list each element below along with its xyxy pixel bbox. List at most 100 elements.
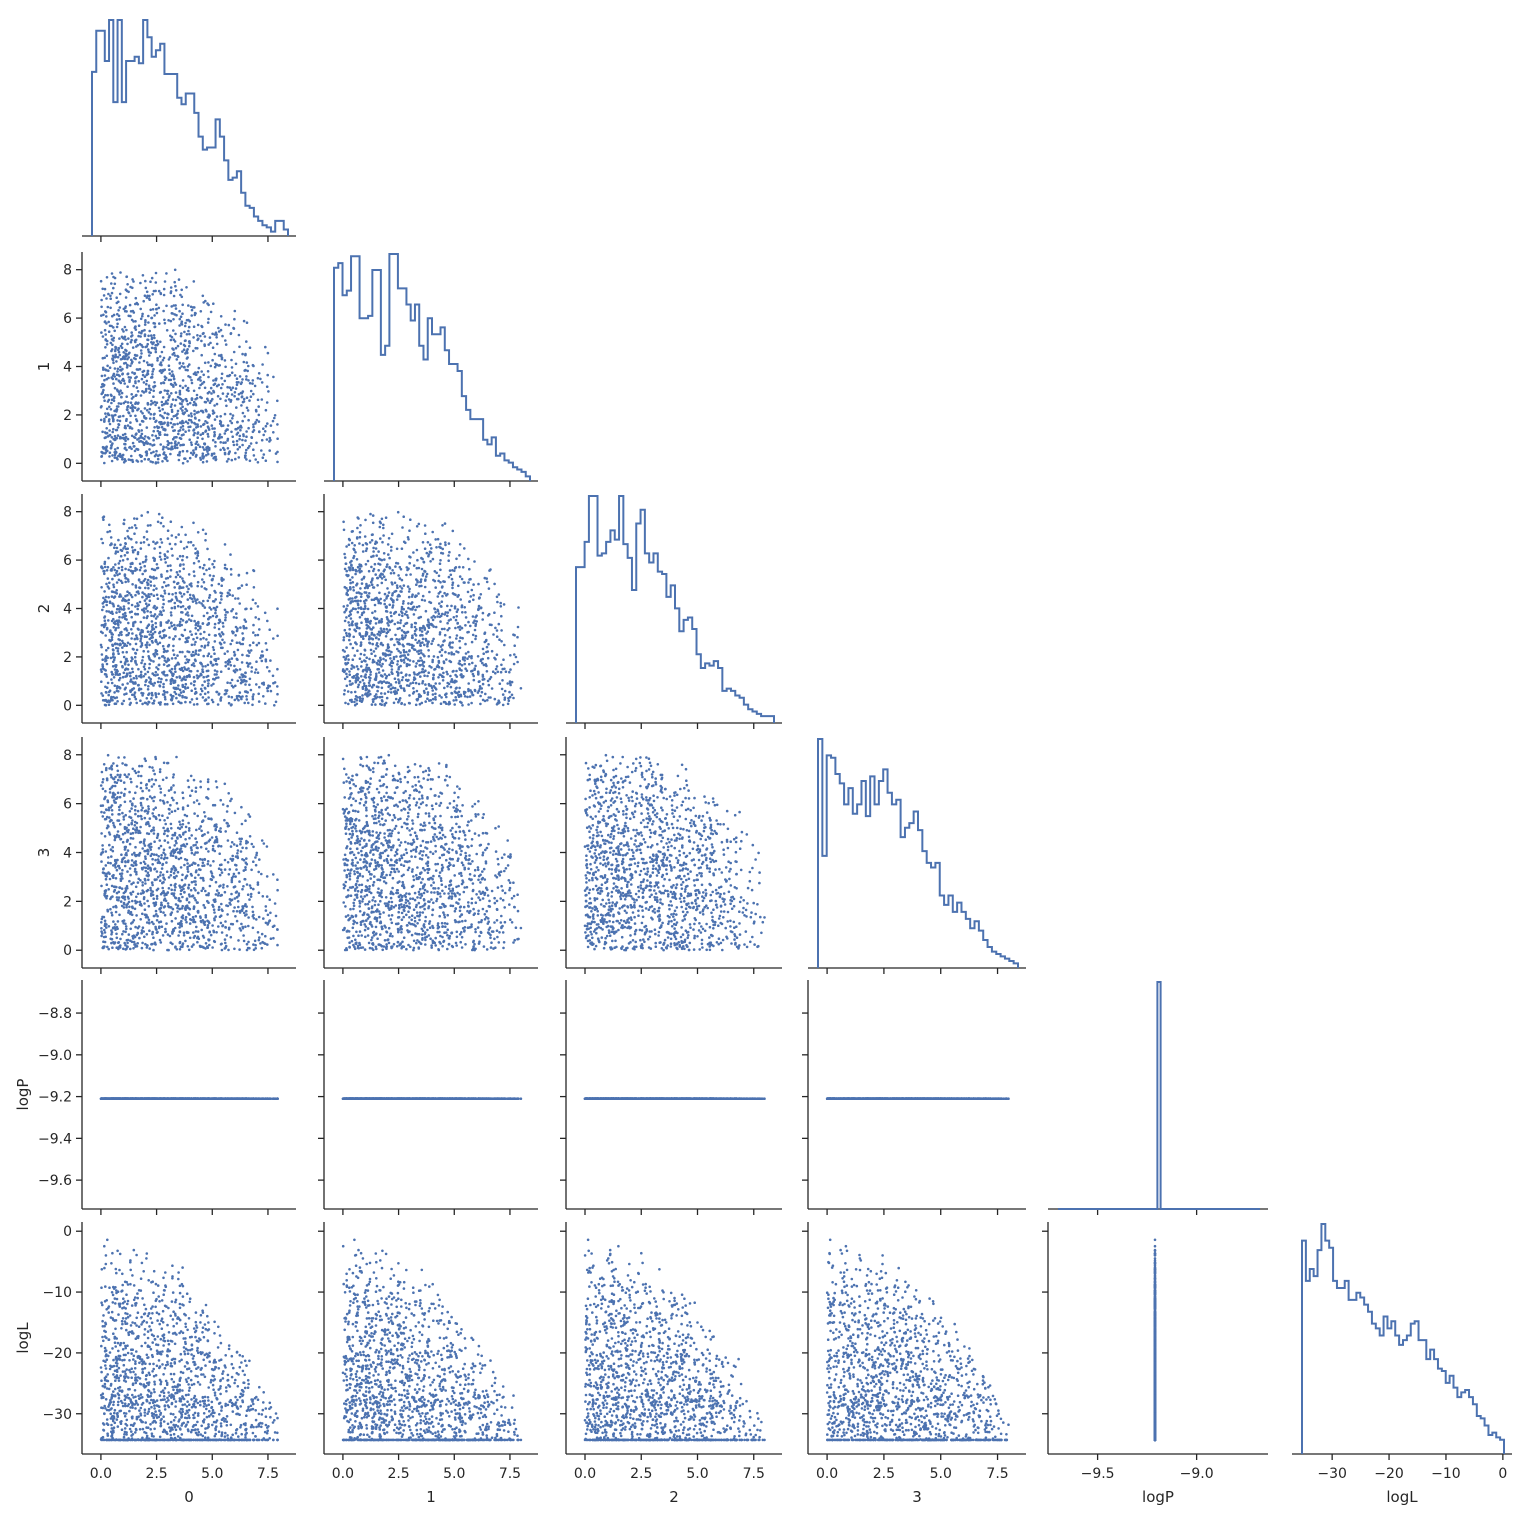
data-point — [439, 562, 442, 565]
data-point — [226, 568, 229, 571]
data-point — [234, 634, 237, 637]
data-point — [393, 702, 396, 705]
data-point — [234, 671, 237, 674]
data-point — [193, 562, 196, 565]
data-point — [114, 923, 117, 926]
data-point — [520, 687, 523, 690]
data-point — [258, 618, 261, 621]
data-point — [262, 434, 265, 437]
data-point — [244, 683, 247, 686]
data-point — [127, 401, 130, 404]
data-point — [374, 610, 377, 613]
data-point — [507, 703, 510, 706]
data-point — [208, 391, 211, 394]
data-point — [513, 663, 516, 666]
data-point — [124, 568, 127, 571]
data-point — [105, 604, 108, 607]
data-point — [193, 570, 196, 573]
data-point — [116, 608, 119, 611]
data-point — [248, 684, 251, 687]
data-point — [164, 428, 167, 431]
data-point — [212, 615, 215, 618]
data-point — [192, 336, 195, 339]
data-point — [116, 313, 119, 316]
data-point — [361, 660, 364, 663]
data-point — [131, 526, 134, 529]
data-point — [252, 569, 255, 572]
data-point — [178, 459, 181, 462]
data-point — [149, 352, 152, 355]
data-point — [146, 296, 149, 299]
data-point — [110, 536, 113, 539]
data-point — [399, 585, 402, 588]
data-point — [427, 618, 430, 621]
data-point — [483, 678, 486, 681]
data-point — [192, 522, 195, 525]
data-point — [124, 447, 127, 450]
data-point — [192, 651, 195, 654]
data-point — [140, 688, 143, 691]
data-point — [159, 341, 162, 344]
data-point — [500, 629, 503, 632]
data-point — [382, 534, 385, 537]
data-point — [193, 401, 196, 404]
data-point — [143, 616, 146, 619]
data-point — [158, 290, 161, 293]
data-point — [101, 455, 104, 458]
data-point — [378, 621, 381, 624]
data-point — [110, 376, 113, 379]
data-point — [164, 322, 167, 325]
data-point — [208, 596, 211, 599]
data-point — [131, 562, 134, 565]
data-point — [474, 689, 477, 692]
data-point — [448, 660, 451, 663]
data-point — [177, 662, 180, 665]
data-point — [486, 699, 489, 702]
data-point — [172, 318, 175, 321]
data-point — [400, 659, 403, 662]
data-point — [105, 583, 108, 586]
data-point — [258, 414, 261, 417]
data-point — [451, 587, 454, 590]
data-point — [385, 682, 388, 685]
data-point — [197, 625, 200, 628]
data-point — [139, 563, 142, 566]
data-point — [376, 584, 379, 587]
data-point — [421, 568, 424, 571]
data-point — [199, 376, 202, 379]
data-point — [156, 594, 159, 597]
data-point — [196, 347, 199, 350]
data-point — [159, 355, 162, 358]
data-point — [459, 598, 462, 601]
data-point — [371, 599, 374, 602]
data-point — [196, 585, 199, 588]
data-point — [478, 689, 481, 692]
data-point — [380, 692, 383, 695]
data-point — [147, 688, 150, 691]
data-point — [162, 874, 165, 877]
data-point — [191, 615, 194, 618]
data-point — [231, 594, 234, 597]
data-point — [360, 675, 363, 678]
data-point — [151, 347, 154, 350]
data-point — [111, 348, 114, 351]
data-point — [111, 436, 114, 439]
data-point — [224, 619, 227, 622]
data-point — [365, 550, 368, 553]
data-point — [135, 634, 138, 637]
data-point — [226, 460, 229, 463]
data-point — [188, 363, 191, 366]
data-point — [247, 365, 250, 368]
data-point — [380, 665, 383, 668]
data-point — [449, 569, 452, 572]
data-point — [129, 675, 132, 678]
data-point — [241, 420, 244, 423]
data-point — [345, 646, 348, 649]
data-point — [207, 664, 210, 667]
data-point — [117, 368, 120, 371]
data-point — [177, 574, 180, 577]
data-point — [127, 642, 130, 645]
data-point — [517, 626, 520, 629]
data-point — [509, 654, 512, 657]
data-point — [481, 691, 484, 694]
